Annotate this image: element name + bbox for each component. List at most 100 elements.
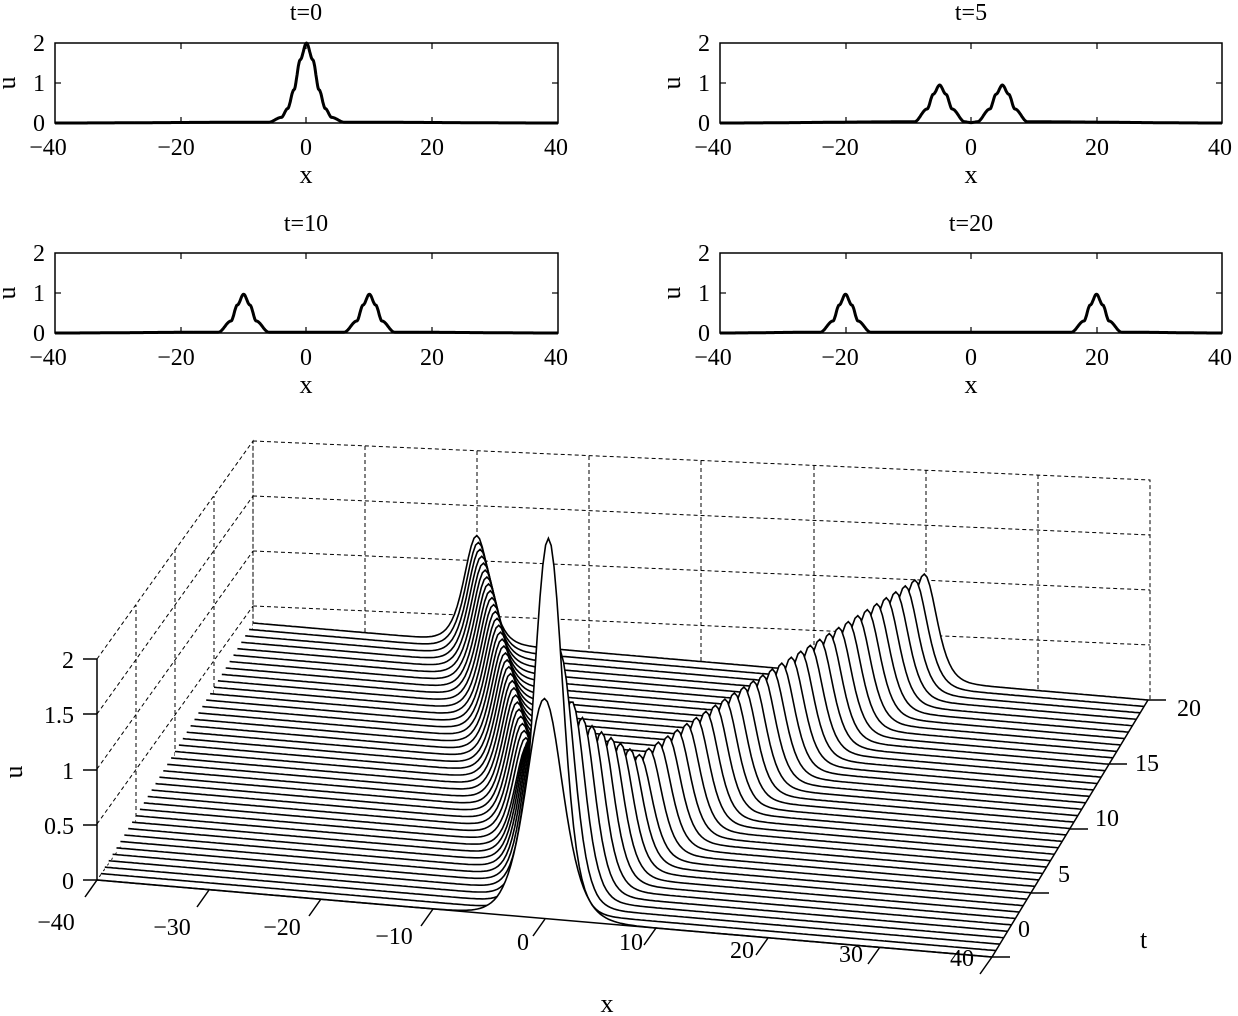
subplot-title: t=10 <box>284 211 328 237</box>
z-tick-label: 0.5 <box>44 814 74 840</box>
x-tick-label: −20 <box>263 915 301 941</box>
y-tick-label: 0 <box>33 111 45 137</box>
x-axis-label: x <box>300 370 313 399</box>
x-tick-label: 20 <box>1085 135 1109 161</box>
surface-ribbon-line <box>237 562 1133 727</box>
t-tick-label: 15 <box>1135 751 1159 777</box>
y-tick-label: 0 <box>698 111 710 137</box>
y-axis-label: u <box>0 77 21 90</box>
tick-marks <box>720 43 1222 123</box>
y-tick-label: 0 <box>33 321 45 347</box>
y-tick-label: 1 <box>698 71 710 97</box>
y-tick-label: 2 <box>33 241 45 267</box>
x-tick-label: 20 <box>1085 345 1109 371</box>
surface-ribbon-line <box>217 596 1113 759</box>
y-tick-label: 1 <box>698 281 710 307</box>
z-axis-label: u <box>0 766 28 779</box>
series-line <box>719 83 1223 125</box>
subplot-t5: t=5 −40 −20 0 20 40 0 1 2 x u <box>657 0 1232 189</box>
surface-ribbon-line <box>225 582 1121 746</box>
x-axis-label: x <box>601 989 614 1016</box>
t-tick-label: 0 <box>1018 917 1030 943</box>
y-tick-label: 1 <box>33 71 45 97</box>
surface-ribbon-line <box>213 603 1110 765</box>
t-tick-label: 20 <box>1177 696 1201 722</box>
surface-ribbon-line <box>210 610 1106 772</box>
plot-frame <box>719 252 1223 334</box>
surface-plot: 0 0.5 1 1.5 2 u −40 −30 −20 −10 0 10 20 … <box>0 439 1201 1016</box>
tick-marks <box>55 253 558 333</box>
x-tick-label: −20 <box>821 345 859 371</box>
plot-frame <box>54 42 559 124</box>
series-line <box>54 292 559 335</box>
z-tick-marks <box>83 658 97 881</box>
x-axis-label: x <box>965 370 978 399</box>
surface-ribbon-line <box>249 541 1145 708</box>
x-tick-label: 40 <box>544 135 568 161</box>
y-axis-label: u <box>657 287 686 300</box>
surface-ribbon-line <box>241 555 1137 721</box>
x-axis-label: x <box>965 160 978 189</box>
surface-ribbon-fill <box>97 698 992 963</box>
x-tick-label: 0 <box>517 930 529 956</box>
x-tick-label: 0 <box>300 345 312 371</box>
x-tick-label: 40 <box>950 946 974 972</box>
z-tick-label: 1.5 <box>44 703 74 729</box>
subplot-title: t=5 <box>955 0 987 26</box>
subplot-title: t=20 <box>949 211 993 237</box>
surface-ribbons <box>96 534 1149 963</box>
x-tick-label: 40 <box>544 345 568 371</box>
surface-ribbon-line <box>100 536 996 952</box>
x-tick-label: 0 <box>965 135 977 161</box>
x-tick-label: 0 <box>965 345 977 371</box>
surface-ribbon-line <box>229 575 1125 740</box>
surface-ribbon-line <box>202 624 1098 785</box>
y-tick-label: 2 <box>698 241 710 267</box>
t-tick-label: 10 <box>1095 806 1119 832</box>
surface-ribbon-fill <box>241 556 1137 726</box>
surface-ribbon-line <box>221 589 1117 753</box>
y-axis-label: u <box>657 77 686 90</box>
y-axis-label: u <box>0 287 21 300</box>
z-tick-label: 0 <box>62 869 74 895</box>
x-tick-label: −10 <box>375 924 413 950</box>
t-axis-label: t <box>1140 925 1148 954</box>
subplot-t20: t=20 −40 −20 0 20 40 0 1 2 x u <box>657 211 1232 399</box>
surface-ribbon-line <box>206 617 1102 778</box>
y-tick-label: 1 <box>33 281 45 307</box>
tick-marks <box>55 43 558 123</box>
x-tick-marks <box>84 879 993 975</box>
x-axis-label: x <box>300 160 313 189</box>
tick-marks <box>720 253 1222 333</box>
x-tick-label: 30 <box>839 942 863 968</box>
series-line <box>54 41 559 125</box>
x-tick-label: −40 <box>694 345 732 371</box>
subplot-title: t=0 <box>290 0 322 26</box>
x-tick-label: 40 <box>1208 345 1232 371</box>
x-tick-label: 20 <box>730 938 754 964</box>
x-tick-label: 10 <box>619 930 643 956</box>
x-tick-label: −30 <box>153 915 191 941</box>
x-tick-label: −40 <box>29 345 67 371</box>
x-tick-label: 20 <box>420 135 444 161</box>
surface-ribbon-line <box>233 568 1129 733</box>
plot-frame <box>719 42 1223 124</box>
x-tick-label: −40 <box>694 135 732 161</box>
plot-frame <box>54 252 559 334</box>
z-tick-label: 1 <box>62 759 74 785</box>
x-tick-label: −20 <box>157 345 195 371</box>
y-tick-label: 2 <box>698 31 710 57</box>
surface-ribbon-fill <box>237 563 1133 732</box>
t-tick-marks <box>992 699 1166 958</box>
x-tick-label: 0 <box>300 135 312 161</box>
x-tick-label: −40 <box>29 135 67 161</box>
y-tick-label: 0 <box>698 321 710 347</box>
z-tick-label: 2 <box>62 648 74 674</box>
t-tick-label: 5 <box>1058 862 1070 888</box>
x-tick-label: −20 <box>821 135 859 161</box>
x-tick-label: −20 <box>157 135 195 161</box>
subplot-t10: t=10 −40 −20 0 20 40 0 1 2 x u <box>0 211 568 399</box>
x-tick-label: 40 <box>1208 135 1232 161</box>
subplot-t0: t=0 −40 −20 0 20 40 0 1 2 x u <box>0 0 568 189</box>
